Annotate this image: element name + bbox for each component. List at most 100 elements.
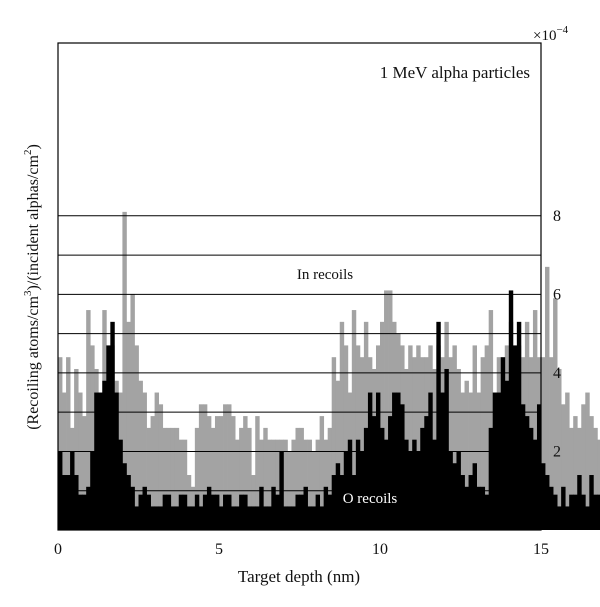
in-recoils-bar xyxy=(214,416,220,530)
chart-annotation: 1 MeV alpha particles xyxy=(380,63,530,82)
in-recoils-bar xyxy=(331,357,337,530)
in-recoils-bar xyxy=(235,439,240,530)
in-recoils-bar xyxy=(557,368,562,530)
in-recoils-bar xyxy=(66,357,71,530)
o-recoils-bar xyxy=(138,494,143,530)
o-recoils-bar xyxy=(335,463,341,530)
x-tick-label: 0 xyxy=(54,541,62,558)
in-recoils-bar xyxy=(359,357,365,530)
in-recoils-bar xyxy=(267,439,272,530)
o-recoils-bar xyxy=(174,506,180,530)
o-recoils-bar xyxy=(545,475,550,530)
in-recoils-bar xyxy=(339,321,345,530)
in-recoils-bar xyxy=(295,427,300,530)
in-recoils-bar xyxy=(247,427,252,530)
plot-frame xyxy=(57,42,542,531)
o-recoils-bar xyxy=(363,427,369,530)
o-recoils-bar xyxy=(231,506,236,530)
o-recoils-bar xyxy=(476,486,482,530)
o-recoils-bar xyxy=(295,494,300,530)
o-recoils-bar xyxy=(400,404,405,530)
o-recoils-bar xyxy=(214,494,220,530)
o-recoils-bar xyxy=(94,392,99,530)
in-recoils-bar xyxy=(573,416,578,530)
o-recoils-bar xyxy=(74,475,79,530)
in-recoils-bar xyxy=(452,345,457,530)
in-recoils-bar xyxy=(146,427,151,530)
o-recoils-bar xyxy=(553,494,558,530)
in-recoils-bar xyxy=(315,439,321,530)
o-recoils-bar xyxy=(412,439,417,530)
o-recoils-bar xyxy=(432,439,437,530)
in-recoils-bar xyxy=(380,321,385,530)
o-recoils-bar xyxy=(150,506,155,530)
in-recoils-bar xyxy=(355,345,361,530)
o-recoils-bar xyxy=(504,380,510,530)
in-recoils-bar xyxy=(170,427,176,530)
o-recoils-bar xyxy=(275,494,280,530)
o-recoils-bar xyxy=(206,486,212,530)
y-multiplier-exponent: −4 xyxy=(556,24,568,36)
in-recoils-label: In recoils xyxy=(297,267,353,283)
o-recoils-bar xyxy=(380,427,385,530)
y-tick-label: 4 xyxy=(553,365,561,382)
o-recoils-bar xyxy=(468,475,473,530)
o-recoils-bar xyxy=(428,392,433,530)
o-recoils-bar xyxy=(355,439,361,530)
o-recoils-bar xyxy=(420,427,425,530)
o-recoils-label: O recoils xyxy=(343,491,398,507)
in-recoils-bar xyxy=(243,416,248,530)
x-tick-label: 10 xyxy=(372,541,388,558)
o-recoils-bar xyxy=(323,486,329,530)
o-recoils-bar xyxy=(472,463,477,530)
o-recoils-bar xyxy=(202,494,208,530)
o-recoils-bar xyxy=(339,475,345,530)
in-recoils-bar xyxy=(299,427,304,530)
in-recoils-bar xyxy=(239,427,244,530)
in-recoils-bar xyxy=(138,380,143,530)
y-axis-label-part-2: )/(incident alphas/cm xyxy=(25,154,42,290)
o-recoils-bar xyxy=(190,506,196,530)
o-recoils-bar xyxy=(581,494,586,530)
o-recoils-bar xyxy=(367,392,373,530)
o-recoils-bar xyxy=(291,506,296,530)
in-recoils-bar xyxy=(90,345,95,530)
o-recoils-bar xyxy=(508,290,514,530)
o-recoils-bar xyxy=(146,494,151,530)
o-recoils-bar xyxy=(351,475,357,530)
o-recoils-bar xyxy=(263,506,268,530)
in-recoils-bar xyxy=(307,439,312,530)
y-tick-label: 6 xyxy=(553,286,561,303)
o-recoils-bar xyxy=(287,506,292,530)
in-recoils-bar xyxy=(74,368,79,530)
in-recoils-bar xyxy=(303,439,308,530)
in-recoils-bar xyxy=(174,427,180,530)
x-tick-label: 15 xyxy=(533,541,549,558)
in-recoils-bar xyxy=(351,310,357,530)
o-recoils-bar xyxy=(235,506,240,530)
y-axis-label-exponent-2: 2 xyxy=(22,150,34,156)
o-recoils-bar xyxy=(452,463,457,530)
in-recoils-bar xyxy=(275,439,280,530)
o-recoils-bar xyxy=(307,506,312,530)
o-recoils-bar xyxy=(347,439,353,530)
in-recoils-bar xyxy=(202,404,208,530)
o-recoils-bar xyxy=(267,506,272,530)
in-recoils-bar xyxy=(335,380,341,530)
in-recoils-bar xyxy=(569,427,574,530)
in-recoils-bar xyxy=(476,392,482,530)
in-recoils-bar xyxy=(162,427,168,530)
o-recoils-bar xyxy=(142,486,147,530)
o-recoils-bar xyxy=(524,416,530,530)
in-recoils-bar xyxy=(585,392,590,530)
o-recoils-bar xyxy=(126,475,131,530)
o-recoils-bar xyxy=(210,494,216,530)
o-recoils-bar xyxy=(110,321,115,530)
o-recoils-bar xyxy=(561,486,566,530)
o-recoils-bar xyxy=(186,506,192,530)
in-recoils-bar xyxy=(363,321,369,530)
o-recoils-bar xyxy=(424,416,429,530)
in-recoils-bar xyxy=(58,357,63,530)
o-recoils-bar xyxy=(388,416,393,530)
y-axis-label-part-1: (Recoiling atoms/cm xyxy=(25,295,42,429)
